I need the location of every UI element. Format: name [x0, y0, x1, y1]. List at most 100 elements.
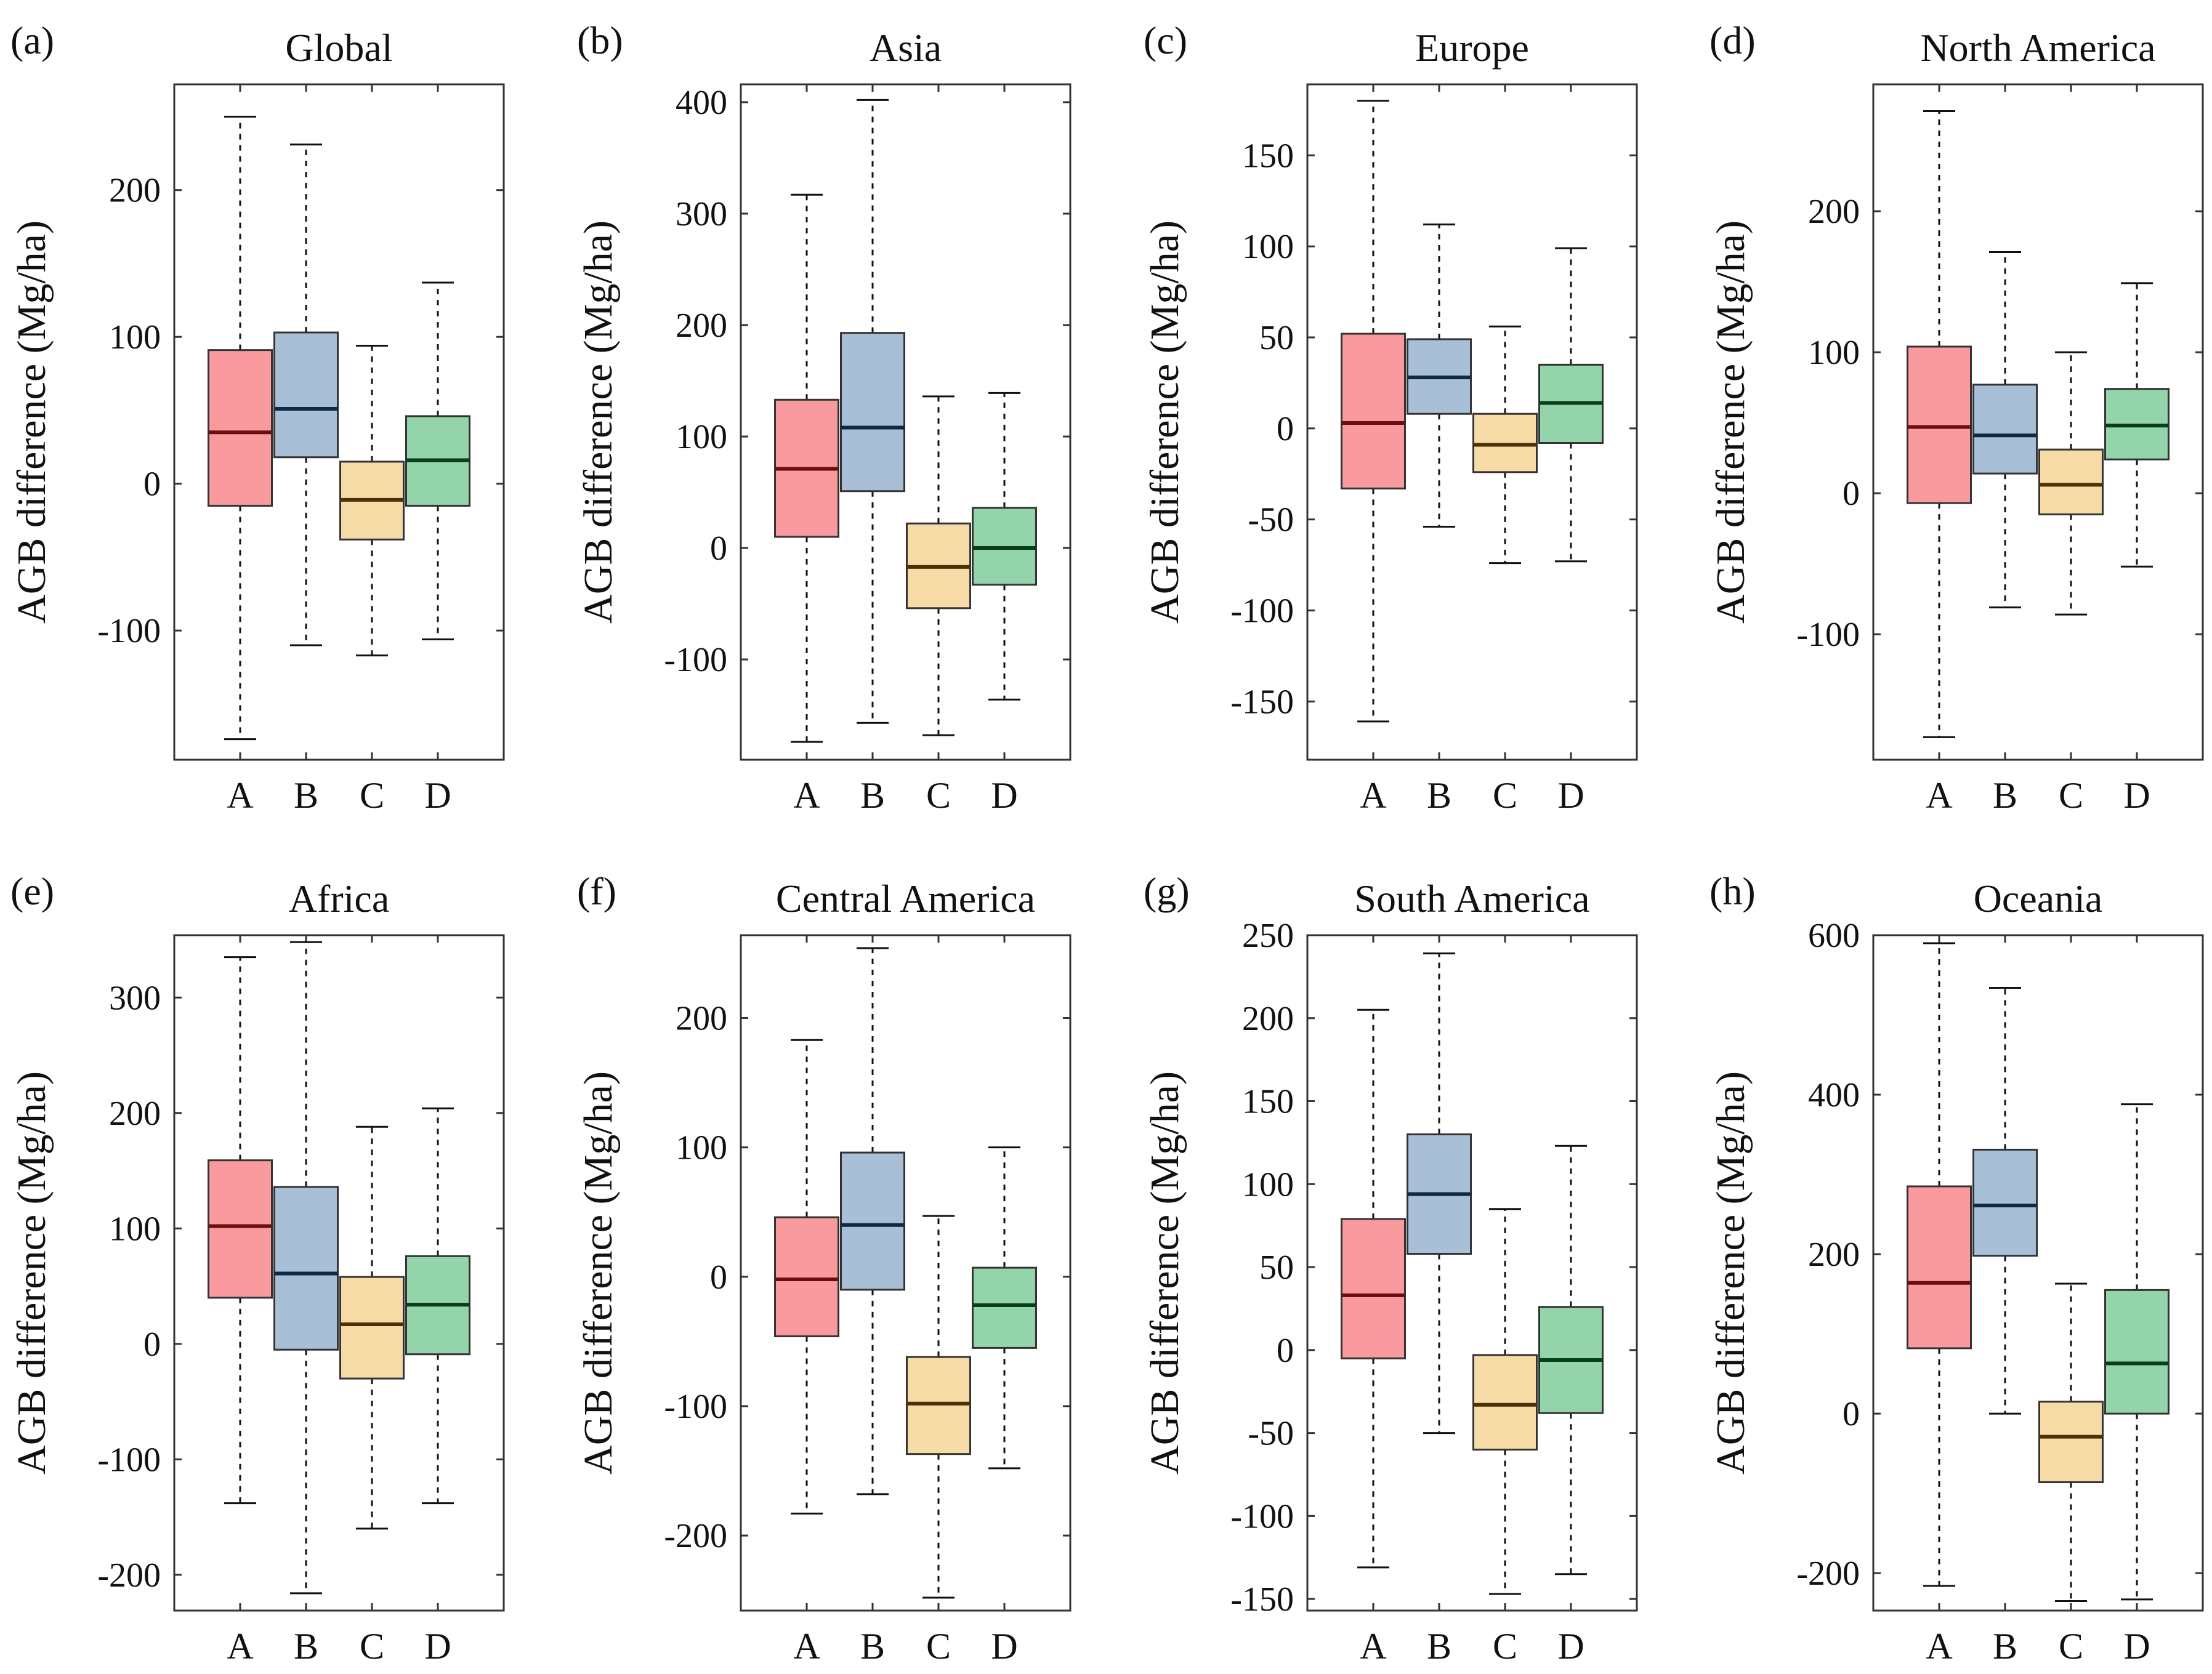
y-axis-label: AGB difference (Mg/ha) [1708, 220, 1753, 624]
y-tick-label: 400 [1808, 1076, 1860, 1114]
box-b: B [840, 935, 905, 1667]
y-axis-label: AGB difference (Mg/ha) [576, 1071, 621, 1475]
iqr-box [339, 1276, 405, 1380]
panel-letter: (d) [1709, 18, 1756, 62]
iqr-box [2038, 1401, 2104, 1483]
box-d: D [1538, 935, 1604, 1667]
x-category-label: B [1993, 1626, 2017, 1667]
box-c: C [906, 935, 971, 1667]
box-a: A [1907, 935, 1972, 1667]
iqr-box [1907, 345, 1972, 504]
iqr-box [273, 1186, 339, 1351]
y-tick-label: 250 [1242, 917, 1294, 955]
axes-frame [1306, 83, 1638, 761]
y-tick-label: -100 [1230, 1497, 1294, 1535]
y-tick-label: 50 [1259, 319, 1294, 357]
box-b: B [1972, 84, 2038, 816]
x-category-label: A [1360, 1626, 1386, 1667]
iqr-box [840, 332, 905, 493]
panel-title: Asia [870, 26, 942, 70]
box-d: D [405, 935, 470, 1667]
x-category-label: C [2059, 1626, 2083, 1667]
panel-letter: (c) [1144, 18, 1187, 62]
x-category-label: C [2059, 775, 2083, 816]
x-category-label: C [926, 775, 951, 816]
axes-frame [1872, 934, 2204, 1612]
y-tick-label: -200 [664, 1517, 727, 1555]
y-tick-label: -150 [1230, 683, 1294, 721]
box-c: C [1472, 935, 1538, 1667]
panel-letter: (a) [10, 18, 54, 62]
x-category-label: D [424, 1626, 451, 1667]
y-tick-label: 100 [109, 1210, 161, 1248]
y-tick-label: -100 [97, 612, 161, 650]
box-c: C [339, 935, 405, 1667]
y-tick-label: 200 [676, 999, 727, 1037]
iqr-box [1341, 332, 1406, 489]
box-b: B [273, 84, 339, 816]
y-tick-label: -100 [664, 641, 727, 679]
panel-letter: (e) [10, 869, 54, 913]
axes-frame [1872, 83, 2204, 761]
x-category-label: B [860, 1626, 885, 1667]
y-tick-label: 0 [1277, 410, 1294, 448]
iqr-box [774, 1216, 839, 1337]
x-category-label: C [360, 1626, 384, 1667]
x-category-label: C [360, 775, 384, 816]
panel-title: Africa [289, 877, 389, 920]
y-axis-label: AGB difference (Mg/ha) [576, 220, 621, 624]
x-category-label: A [227, 775, 253, 816]
panel-global: (a) Global AGB difference (Mg/ha) -100 0 100 2… [9, 18, 505, 816]
axes-frame [740, 934, 1072, 1612]
iqr-box [1972, 384, 2038, 475]
panel-letter: (f) [577, 869, 616, 913]
y-tick-label: -100 [1796, 616, 1860, 654]
iqr-box [1907, 1185, 1972, 1350]
y-tick-label: 200 [676, 307, 727, 345]
panel-south-america: (g) South America AGB difference (Mg/ha) -1… [1142, 869, 1638, 1667]
x-category-label: D [2123, 1626, 2150, 1667]
y-tick-label: 100 [109, 318, 161, 356]
box-b: B [273, 935, 339, 1667]
box-d: D [405, 84, 470, 816]
panel-europe: (c) Europe AGB difference (Mg/ha) -150 -100 -… [1142, 18, 1638, 816]
x-category-label: B [1427, 775, 1451, 816]
y-tick-label: 150 [1242, 1083, 1294, 1121]
iqr-box [273, 331, 339, 459]
panel-letter: (h) [1709, 869, 1756, 913]
box-d: D [2104, 935, 2170, 1667]
y-tick-label: 200 [109, 172, 161, 210]
y-tick-label: 0 [710, 1258, 727, 1297]
y-tick-label: 200 [109, 1095, 161, 1133]
y-tick-label: -100 [664, 1388, 727, 1426]
x-category-label: A [1926, 1626, 1952, 1667]
y-axis-label: AGB difference (Mg/ha) [1142, 1071, 1187, 1475]
panel-central-america: (f) Central America AGB difference (Mg/ha)… [576, 869, 1072, 1667]
y-tick-label: 400 [676, 84, 727, 122]
x-category-label: D [1557, 1626, 1584, 1667]
iqr-box [2104, 1289, 2170, 1415]
iqr-box [840, 1151, 905, 1291]
y-tick-label: 150 [1242, 137, 1294, 175]
y-tick-label: -100 [1230, 592, 1294, 630]
y-tick-label: 0 [710, 529, 727, 568]
x-category-label: C [1493, 1626, 1517, 1667]
y-axis-label: AGB difference (Mg/ha) [1708, 1071, 1753, 1475]
y-tick-label: 200 [1242, 1000, 1294, 1038]
axes-frame [1306, 934, 1638, 1612]
box-b: B [1972, 935, 2038, 1667]
y-tick-label: 100 [676, 418, 727, 456]
y-tick-label: -200 [1796, 1555, 1860, 1593]
iqr-box [1972, 1148, 2038, 1257]
box-c: C [2038, 84, 2104, 816]
y-tick-label: 100 [1242, 228, 1294, 266]
x-category-label: B [860, 775, 885, 816]
iqr-box [1472, 1354, 1538, 1451]
axes-frame [173, 934, 505, 1612]
x-category-label: B [294, 775, 318, 816]
y-tick-label: 0 [1277, 1332, 1294, 1370]
y-axis-label: AGB difference (Mg/ha) [9, 1071, 54, 1475]
x-category-label: B [1993, 775, 2017, 816]
y-tick-label: 0 [143, 1326, 161, 1364]
y-tick-label: -150 [1230, 1580, 1294, 1619]
